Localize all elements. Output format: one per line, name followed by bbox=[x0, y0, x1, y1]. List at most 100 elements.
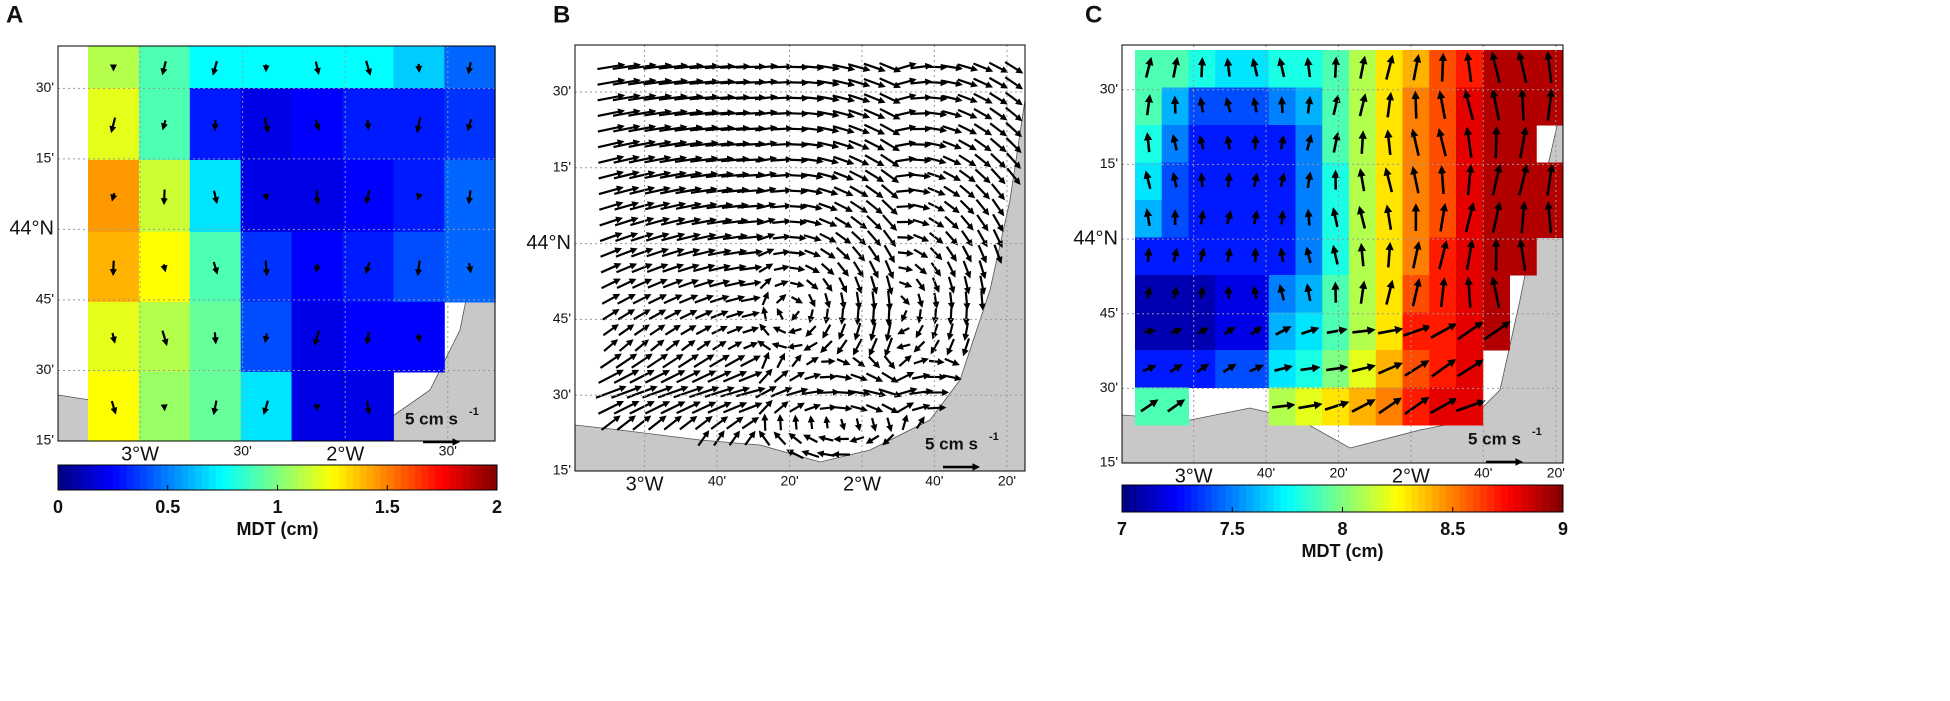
current-vector bbox=[896, 372, 915, 382]
current-vector bbox=[211, 332, 219, 345]
colorbar-swatch bbox=[1432, 485, 1440, 512]
current-vector bbox=[1489, 51, 1501, 84]
current-vector bbox=[1004, 61, 1024, 74]
colorbar-swatch bbox=[311, 465, 320, 490]
current-vector bbox=[738, 233, 764, 241]
current-vector bbox=[660, 401, 686, 415]
current-vector bbox=[973, 138, 992, 152]
x-tick-label: 40' bbox=[1257, 465, 1275, 481]
x-tick-label: 30' bbox=[234, 443, 252, 459]
colorbar-swatch bbox=[448, 465, 457, 490]
y-tick-label: 30' bbox=[1100, 80, 1118, 96]
current-vector bbox=[847, 389, 871, 397]
colorbar-swatch bbox=[1321, 485, 1330, 512]
current-vector bbox=[600, 415, 621, 431]
current-vector bbox=[989, 107, 1008, 121]
current-vector bbox=[885, 275, 894, 296]
current-vector bbox=[818, 217, 838, 227]
current-vector bbox=[757, 232, 776, 242]
colorbar-swatch bbox=[58, 465, 66, 490]
current-vector bbox=[807, 415, 815, 430]
colorbar-swatch bbox=[339, 465, 347, 490]
current-vector bbox=[728, 430, 741, 446]
current-vector bbox=[754, 78, 778, 86]
current-vector bbox=[942, 140, 962, 150]
colorbar-swatch bbox=[1246, 485, 1254, 512]
current-vector bbox=[415, 260, 423, 277]
colorbar-swatch bbox=[1376, 485, 1385, 512]
current-vector bbox=[868, 260, 879, 279]
current-vector bbox=[910, 109, 933, 117]
current-vector bbox=[915, 324, 924, 339]
current-vector bbox=[833, 186, 854, 197]
current-vector bbox=[737, 217, 765, 225]
x-tick-label: 3°W bbox=[1175, 465, 1213, 487]
current-vector bbox=[628, 93, 657, 102]
current-vector bbox=[977, 244, 987, 264]
colorbar-swatch bbox=[1184, 485, 1192, 512]
current-vector bbox=[211, 400, 219, 416]
current-vector bbox=[900, 295, 910, 306]
current-vector bbox=[708, 263, 732, 272]
colorbar-swatch bbox=[380, 465, 388, 490]
current-vector bbox=[880, 168, 900, 183]
current-vector bbox=[1251, 96, 1260, 113]
colorbar-swatch bbox=[1225, 485, 1233, 512]
current-vector bbox=[364, 262, 372, 275]
current-vector bbox=[694, 294, 714, 304]
current-vector bbox=[991, 198, 1005, 217]
current-vector bbox=[852, 261, 864, 278]
current-vector bbox=[415, 333, 423, 343]
current-vector bbox=[863, 123, 886, 135]
current-vector bbox=[263, 117, 271, 134]
current-vector bbox=[313, 403, 321, 412]
current-vector bbox=[313, 119, 321, 131]
current-vector bbox=[963, 276, 971, 295]
scale-label: 5 cm s bbox=[925, 434, 978, 453]
current-vector bbox=[850, 404, 868, 413]
current-vector bbox=[618, 339, 634, 352]
current-vector bbox=[894, 93, 917, 102]
colorbar-swatch bbox=[462, 465, 470, 490]
y-tick-label: 44°N bbox=[1073, 227, 1118, 249]
current-vector bbox=[1357, 242, 1367, 267]
current-vector bbox=[595, 385, 627, 399]
current-vector bbox=[1384, 204, 1393, 230]
current-vector bbox=[880, 153, 900, 168]
current-vector bbox=[1411, 278, 1422, 307]
colorbar-swatch bbox=[277, 465, 285, 490]
current-vector bbox=[817, 171, 839, 181]
current-vector bbox=[736, 124, 766, 133]
current-vector bbox=[832, 109, 855, 119]
current-vector bbox=[868, 337, 878, 357]
colorbar-swatch bbox=[202, 465, 210, 490]
current-vector bbox=[674, 124, 704, 132]
current-vector bbox=[1170, 133, 1179, 151]
current-vector bbox=[1197, 285, 1206, 299]
current-vector bbox=[735, 109, 766, 117]
colorbar-swatch bbox=[435, 465, 443, 490]
current-vector bbox=[915, 416, 925, 430]
colorbar-swatch bbox=[1314, 485, 1323, 512]
current-vector bbox=[882, 214, 898, 232]
colorbar-label: MDT (cm) bbox=[1302, 541, 1384, 561]
current-vector bbox=[957, 63, 979, 72]
current-vector bbox=[660, 216, 686, 226]
current-vector bbox=[786, 141, 809, 149]
colorbar-swatch bbox=[1411, 485, 1419, 512]
current-vector bbox=[1005, 121, 1023, 138]
current-vector bbox=[675, 201, 702, 210]
current-vector bbox=[817, 141, 840, 150]
current-vector bbox=[870, 291, 878, 311]
current-vector bbox=[1197, 209, 1207, 225]
current-vector bbox=[855, 291, 863, 310]
colorbar-swatch bbox=[1218, 485, 1226, 512]
colorbar-swatch bbox=[1122, 485, 1130, 512]
current-vector bbox=[613, 123, 641, 133]
current-vector bbox=[709, 279, 731, 288]
current-vector bbox=[710, 416, 729, 430]
colorbar-swatch bbox=[366, 465, 374, 490]
current-vector bbox=[659, 155, 688, 164]
current-vector bbox=[1410, 166, 1420, 194]
current-vector bbox=[644, 370, 671, 384]
